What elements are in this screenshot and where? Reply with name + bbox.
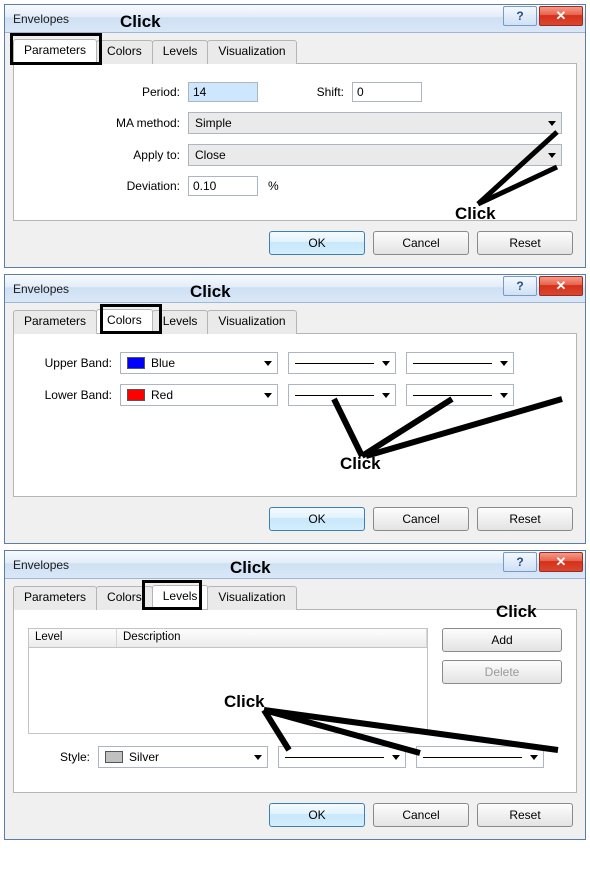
tab-parameters[interactable]: Parameters bbox=[13, 586, 97, 610]
window-title: Envelopes bbox=[13, 282, 69, 296]
dialog-colors: Envelopes ? ✕ Parameters Colors Levels V… bbox=[4, 274, 586, 544]
tab-levels[interactable]: Levels bbox=[152, 40, 209, 64]
col-description: Description bbox=[117, 629, 427, 647]
click-annotation: Click bbox=[496, 602, 537, 622]
ma-method-select[interactable]: Simple bbox=[188, 112, 562, 134]
highlight-parameters-tab bbox=[10, 33, 102, 65]
tab-visualization[interactable]: Visualization bbox=[207, 40, 296, 64]
dialog-colors-wrap: Envelopes ? ✕ Parameters Colors Levels V… bbox=[4, 274, 586, 544]
window-title: Envelopes bbox=[13, 558, 69, 572]
highlight-levels-tab bbox=[142, 580, 202, 610]
dialog-parameters-wrap: Envelopes ? ✕ Parameters Colors Levels V… bbox=[4, 4, 586, 268]
help-button[interactable]: ? bbox=[503, 276, 537, 296]
titlebar: Envelopes ? ✕ bbox=[5, 275, 585, 303]
click-annotation: Click bbox=[120, 12, 161, 32]
apply-to-select[interactable]: Close bbox=[188, 144, 562, 166]
upper-color-select[interactable]: Blue bbox=[120, 352, 278, 374]
levels-list[interactable] bbox=[28, 648, 428, 734]
help-button[interactable]: ? bbox=[503, 6, 537, 26]
add-button[interactable]: Add bbox=[442, 628, 562, 652]
reset-button[interactable]: Reset bbox=[477, 507, 573, 531]
click-annotation: Click bbox=[224, 692, 265, 712]
titlebar: Envelopes ? ✕ bbox=[5, 551, 585, 579]
highlight-colors-tab bbox=[100, 304, 162, 334]
apply-to-label: Apply to: bbox=[28, 148, 188, 162]
style-color-select[interactable]: Silver bbox=[98, 746, 268, 768]
cancel-button[interactable]: Cancel bbox=[373, 803, 469, 827]
tab-colors[interactable]: Colors bbox=[96, 40, 153, 64]
levels-list-header: Level Description bbox=[28, 628, 428, 648]
titlebar: Envelopes ? ✕ bbox=[5, 5, 585, 33]
close-button[interactable]: ✕ bbox=[539, 6, 583, 26]
lower-line-width-select[interactable] bbox=[406, 384, 514, 406]
upper-line-width-select[interactable] bbox=[406, 352, 514, 374]
tabs: Parameters Colors Levels Visualization bbox=[13, 585, 577, 610]
close-button[interactable]: ✕ bbox=[539, 276, 583, 296]
dialog-levels-wrap: Envelopes ? ✕ Parameters Colors Levels V… bbox=[4, 550, 586, 840]
upper-line-style-select[interactable] bbox=[288, 352, 396, 374]
col-level: Level bbox=[29, 629, 117, 647]
deviation-label: Deviation: bbox=[28, 179, 188, 193]
upper-band-label: Upper Band: bbox=[28, 356, 120, 370]
window-title: Envelopes bbox=[13, 12, 69, 26]
delete-button[interactable]: Delete bbox=[442, 660, 562, 684]
help-button[interactable]: ? bbox=[503, 552, 537, 572]
reset-button[interactable]: Reset bbox=[477, 803, 573, 827]
click-annotation: Click bbox=[455, 204, 496, 224]
lower-band-label: Lower Band: bbox=[28, 388, 120, 402]
cancel-button[interactable]: Cancel bbox=[373, 231, 469, 255]
click-annotation: Click bbox=[340, 454, 381, 474]
cancel-button[interactable]: Cancel bbox=[373, 507, 469, 531]
style-label: Style: bbox=[28, 750, 98, 764]
click-annotation: Click bbox=[190, 282, 231, 302]
tab-parameters[interactable]: Parameters bbox=[13, 310, 97, 334]
period-input[interactable] bbox=[188, 82, 258, 102]
style-line-width-select[interactable] bbox=[416, 746, 544, 768]
close-button[interactable]: ✕ bbox=[539, 552, 583, 572]
lower-line-style-select[interactable] bbox=[288, 384, 396, 406]
period-label: Period: bbox=[28, 85, 188, 99]
style-line-style-select[interactable] bbox=[278, 746, 406, 768]
tabs: Parameters Colors Levels Visualization bbox=[13, 309, 577, 334]
dialog-levels: Envelopes ? ✕ Parameters Colors Levels V… bbox=[4, 550, 586, 840]
ma-method-label: MA method: bbox=[28, 116, 188, 130]
ok-button[interactable]: OK bbox=[269, 507, 365, 531]
deviation-unit: % bbox=[268, 179, 279, 193]
shift-input[interactable] bbox=[352, 82, 422, 102]
lower-color-select[interactable]: Red bbox=[120, 384, 278, 406]
deviation-input[interactable] bbox=[188, 176, 258, 196]
reset-button[interactable]: Reset bbox=[477, 231, 573, 255]
ok-button[interactable]: OK bbox=[269, 231, 365, 255]
tab-visualization[interactable]: Visualization bbox=[207, 310, 296, 334]
tab-visualization[interactable]: Visualization bbox=[207, 586, 296, 610]
click-annotation: Click bbox=[230, 558, 271, 578]
ok-button[interactable]: OK bbox=[269, 803, 365, 827]
shift-label: Shift: bbox=[308, 85, 352, 99]
